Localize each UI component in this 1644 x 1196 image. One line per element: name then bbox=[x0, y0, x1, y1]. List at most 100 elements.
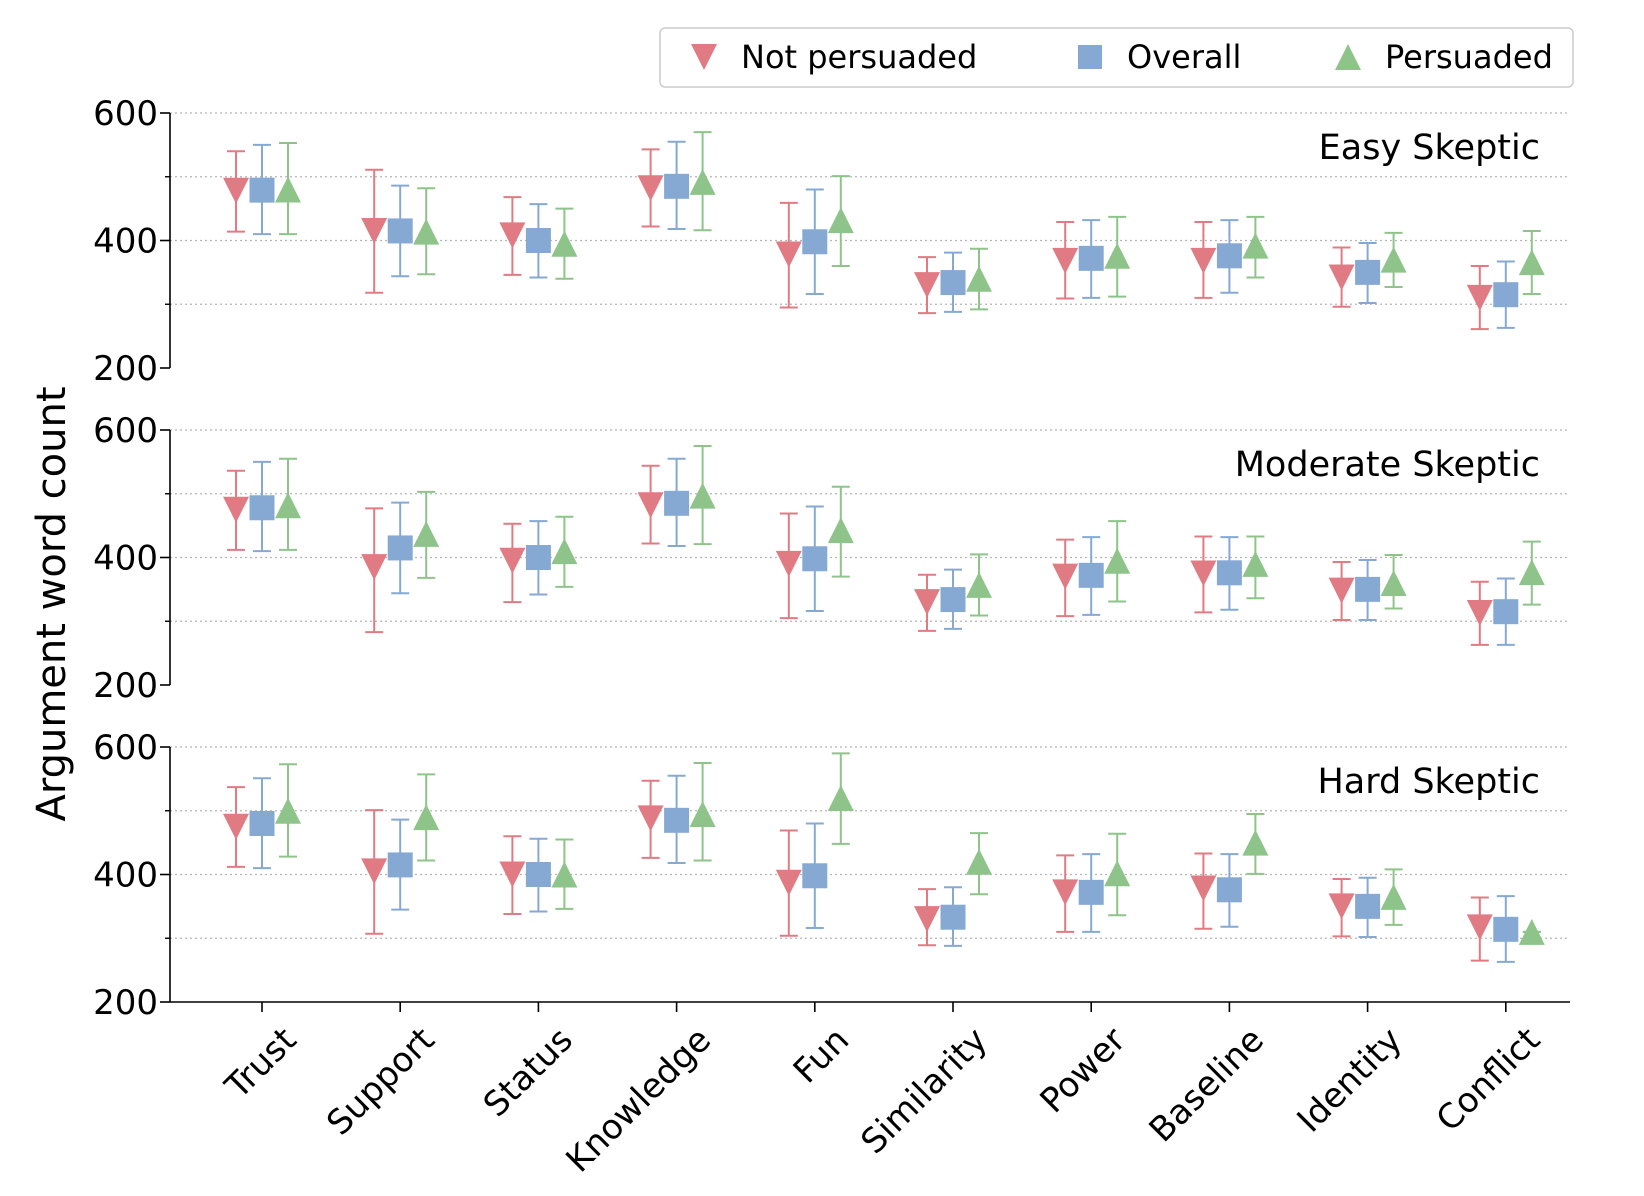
data-point-triangle-up bbox=[551, 538, 578, 565]
data-point-triangle-up bbox=[1104, 860, 1131, 887]
legend-marker-square bbox=[1078, 45, 1102, 69]
data-point-square bbox=[525, 545, 551, 570]
series-overall bbox=[249, 774, 1519, 963]
data-point-triangle-up bbox=[827, 207, 854, 234]
data-point-triangle-down bbox=[637, 492, 664, 519]
data-point-triangle-up bbox=[827, 785, 854, 811]
data-point-triangle-down bbox=[1190, 560, 1217, 587]
data-point-triangle-down bbox=[637, 175, 664, 202]
data-point-triangle-up bbox=[1242, 829, 1269, 856]
legend-item-overall: Overall bbox=[1078, 38, 1241, 76]
data-point-square bbox=[249, 811, 275, 836]
data-point-triangle-up bbox=[413, 520, 440, 547]
data-point-triangle-up bbox=[1518, 249, 1545, 276]
data-point-square bbox=[940, 587, 966, 613]
data-point-square bbox=[1078, 879, 1104, 905]
data-point-square bbox=[1355, 893, 1381, 919]
panel-hard-skeptic: 200 400 600 Hard Skeptic bbox=[93, 728, 1570, 1023]
series-persuaded bbox=[275, 752, 1545, 945]
data-point-triangle-up bbox=[551, 230, 578, 257]
data-point-triangle-down bbox=[1190, 247, 1217, 274]
data-point-square bbox=[664, 490, 690, 516]
data-point-triangle-up bbox=[275, 492, 301, 519]
panel-easy-skeptic: 200 400 600 Easy Skeptic bbox=[93, 94, 1570, 389]
data-point-triangle-up bbox=[1104, 242, 1131, 269]
series-persuaded bbox=[275, 131, 1545, 311]
data-point-triangle-down bbox=[1466, 599, 1493, 626]
y-tick-label: 600 bbox=[93, 411, 158, 451]
data-point-triangle-up bbox=[413, 804, 440, 831]
data-point-triangle-down bbox=[1328, 577, 1355, 604]
data-point-triangle-down bbox=[1466, 284, 1493, 311]
data-point-triangle-up bbox=[1104, 547, 1131, 574]
legend-item-persuaded: Persuaded bbox=[1335, 38, 1553, 76]
data-point-triangle-up bbox=[1518, 918, 1545, 945]
series-not-persuaded bbox=[223, 148, 1493, 331]
legend-label: Persuaded bbox=[1385, 38, 1553, 76]
legend-item-not-persuaded: Not persuaded bbox=[691, 38, 977, 76]
y-tick-label: 200 bbox=[93, 349, 158, 389]
data-point-triangle-up bbox=[413, 218, 440, 245]
data-point-triangle-up bbox=[275, 176, 301, 203]
y-tick-label: 200 bbox=[93, 983, 158, 1023]
data-point-square bbox=[664, 807, 690, 833]
data-point-square bbox=[1493, 916, 1519, 942]
y-tick-label: 400 bbox=[93, 222, 158, 262]
data-point-triangle-down bbox=[914, 589, 940, 616]
data-point-square bbox=[249, 495, 275, 521]
data-point-square bbox=[1078, 245, 1104, 271]
panel-title: Hard Skeptic bbox=[1317, 762, 1540, 802]
data-point-square bbox=[1078, 562, 1104, 588]
data-point-triangle-down bbox=[361, 554, 388, 581]
panel-moderate-skeptic: 200 400 600 Moderate Skeptic bbox=[93, 411, 1570, 706]
data-point-square bbox=[664, 173, 690, 199]
data-point-square bbox=[1493, 599, 1519, 625]
data-point-triangle-down bbox=[914, 906, 940, 933]
panel-title: Moderate Skeptic bbox=[1235, 445, 1540, 485]
series-persuaded bbox=[275, 444, 1545, 617]
legend-label: Not persuaded bbox=[741, 38, 977, 76]
series-overall bbox=[249, 140, 1519, 329]
data-point-square bbox=[802, 863, 828, 889]
data-point-triangle-up bbox=[1380, 570, 1407, 596]
data-point-square bbox=[387, 852, 413, 878]
data-point-triangle-down bbox=[775, 869, 802, 896]
data-point-triangle-down bbox=[1052, 247, 1079, 274]
legend-marker-triangle-down bbox=[691, 44, 717, 70]
data-point-square bbox=[525, 862, 551, 887]
legend-label: Overall bbox=[1127, 38, 1241, 76]
data-point-triangle-down bbox=[499, 547, 526, 574]
series-not-persuaded bbox=[223, 779, 1493, 962]
data-point-square bbox=[802, 546, 828, 572]
data-point-triangle-down bbox=[223, 813, 249, 840]
data-point-square bbox=[940, 270, 966, 296]
data-point-triangle-down bbox=[775, 550, 802, 577]
data-point-square bbox=[1216, 877, 1242, 903]
y-tick-label: 400 bbox=[93, 539, 158, 579]
data-point-triangle-up bbox=[1242, 232, 1269, 259]
data-point-square bbox=[1493, 282, 1519, 308]
data-point-triangle-up bbox=[689, 482, 716, 509]
data-point-triangle-down bbox=[1466, 914, 1493, 941]
data-point-triangle-up bbox=[689, 800, 716, 827]
data-point-triangle-up bbox=[966, 265, 992, 292]
data-point-triangle-down bbox=[914, 272, 940, 299]
data-point-triangle-up bbox=[275, 797, 301, 824]
data-point-triangle-down bbox=[1190, 875, 1217, 902]
data-point-triangle-up bbox=[966, 571, 992, 598]
data-point-square bbox=[1216, 243, 1242, 269]
data-point-triangle-down bbox=[223, 496, 249, 523]
data-point-square bbox=[802, 229, 828, 255]
data-point-triangle-down bbox=[361, 858, 388, 885]
data-point-square bbox=[387, 218, 413, 244]
panel-title: Easy Skeptic bbox=[1319, 128, 1540, 168]
data-point-triangle-down bbox=[361, 217, 388, 244]
data-point-triangle-up bbox=[1380, 883, 1407, 910]
data-point-square bbox=[1355, 576, 1381, 602]
data-point-triangle-down bbox=[1328, 893, 1355, 920]
data-point-triangle-down bbox=[637, 805, 664, 832]
y-axis-title: Argument word count bbox=[29, 386, 75, 821]
data-point-triangle-up bbox=[689, 168, 716, 195]
data-point-triangle-down bbox=[499, 222, 526, 249]
data-point-triangle-up bbox=[827, 517, 854, 544]
